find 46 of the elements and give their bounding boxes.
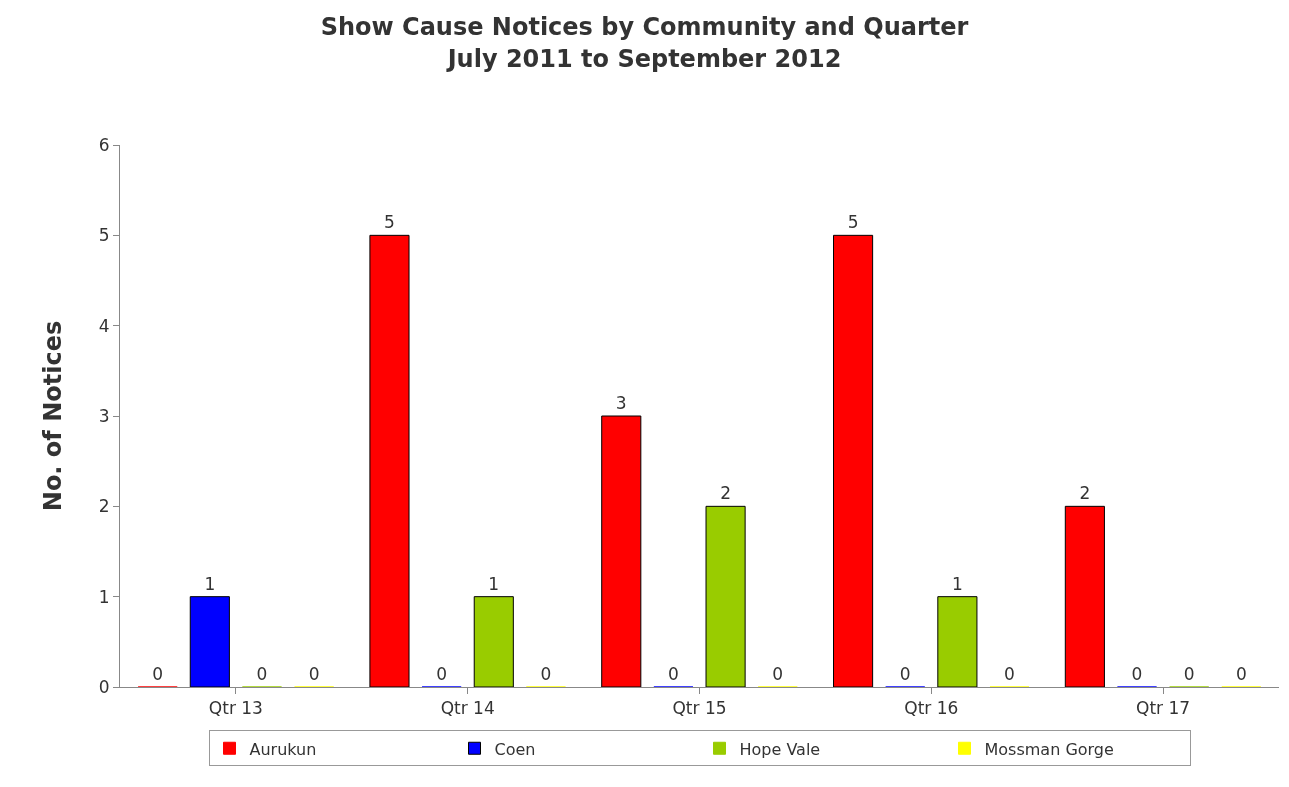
data-label: 0: [772, 664, 784, 684]
x-tick-label: Qtr 17: [1136, 698, 1191, 719]
bar: [189, 596, 230, 687]
data-label: 5: [847, 212, 859, 233]
y-tick-label: 3: [98, 405, 110, 426]
y-tick-label: 5: [98, 225, 110, 246]
y-tick-label: 4: [98, 315, 110, 336]
data-label: 0: [436, 664, 448, 684]
x-tick-label: Qtr 16: [904, 698, 959, 719]
data-label: 0: [308, 664, 320, 684]
data-label: 0: [152, 664, 164, 684]
bar: [937, 596, 978, 687]
data-label: 0: [540, 664, 552, 684]
bar: [473, 596, 514, 687]
bar: [1064, 505, 1105, 687]
x-tick-label: Qtr 13: [208, 698, 263, 719]
data-label: 2: [1079, 483, 1091, 504]
legend-label: Mossman Gorge: [984, 739, 1114, 759]
data-label: 5: [384, 212, 395, 233]
y-tick-label: 6: [98, 134, 110, 155]
data-label: 0: [899, 664, 911, 684]
data-label: 3: [615, 393, 627, 413]
bar: [369, 234, 410, 687]
y-axis-title: No. of Notices: [38, 320, 67, 512]
bar: [705, 505, 746, 687]
data-label: 0: [668, 664, 679, 684]
data-label: 0: [1004, 664, 1015, 684]
data-label: 1: [488, 573, 500, 594]
legend-label: Aurukun: [249, 739, 317, 759]
chart-title: Show Cause Notices by Community and Quarter July 2011 to September 2012: [320, 13, 969, 73]
data-label: 1: [951, 573, 963, 594]
x-tick-label: Qtr 14: [440, 698, 495, 719]
data-label: 0: [1235, 664, 1247, 684]
data-label: 0: [256, 664, 268, 684]
y-tick-label: 0: [98, 676, 110, 697]
y-tick-label: 1: [98, 586, 110, 607]
bar: [601, 415, 642, 687]
legend-label: Coen: [494, 739, 536, 759]
bar: [833, 234, 874, 687]
y-tick-label: 2: [98, 496, 110, 517]
data-label: 0: [1131, 664, 1143, 684]
data-label: 2: [720, 483, 731, 504]
x-tick-label: Qtr 15: [672, 698, 727, 719]
legend-label: Hope Vale: [739, 739, 821, 759]
data-label: 0: [1183, 664, 1195, 684]
data-label: 1: [204, 573, 216, 594]
